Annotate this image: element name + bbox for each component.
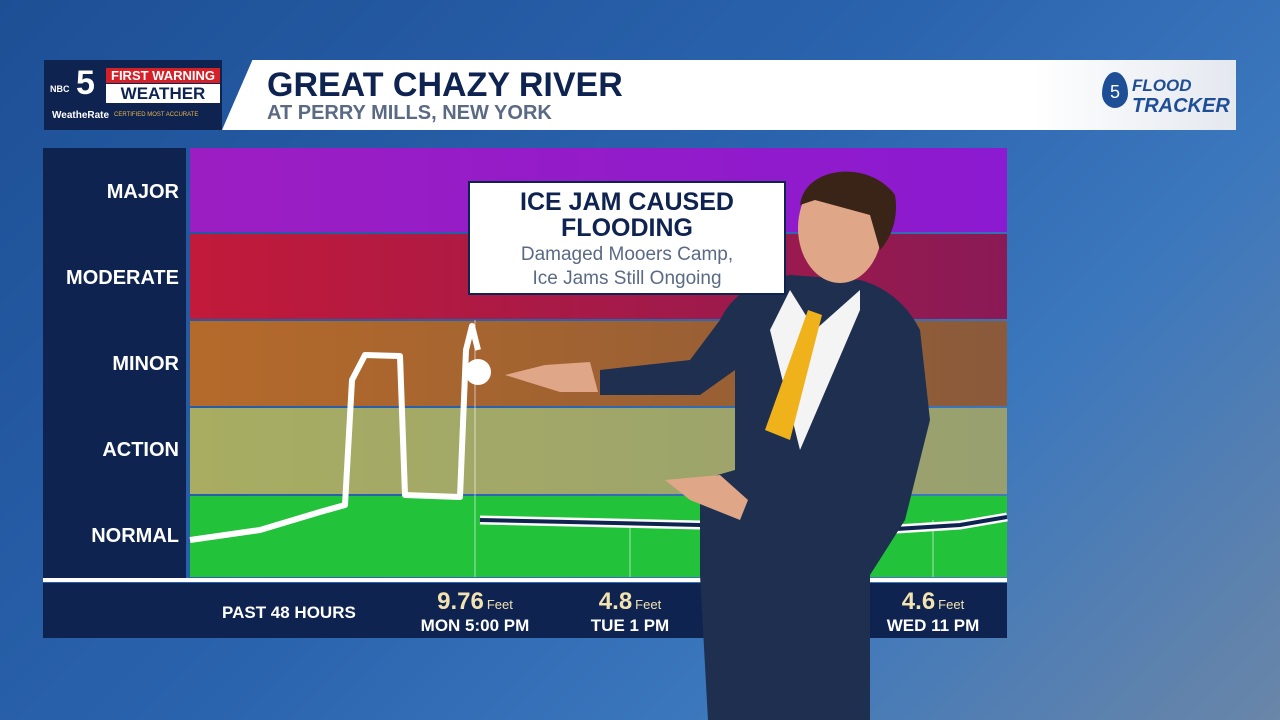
reading-unit: Feet bbox=[486, 597, 513, 612]
callout: ICE JAM CAUSED FLOODING Damaged Mooers C… bbox=[468, 181, 786, 295]
label-panel bbox=[43, 148, 186, 578]
callout-text-line: Damaged Mooers Camp, bbox=[520, 244, 734, 265]
reading-value: 4.6 bbox=[901, 588, 936, 615]
reading-unit: Feet bbox=[635, 597, 662, 612]
stage-label: MAJOR bbox=[106, 181, 179, 203]
reading-unit: Feet bbox=[938, 597, 965, 612]
reading: 9.76 Feet MON 5:00 PM bbox=[395, 588, 555, 636]
callout-title-line: ICE JAM CAUSED bbox=[520, 188, 734, 216]
stage-label: MINOR bbox=[112, 353, 179, 375]
brand: WEATHER bbox=[106, 84, 220, 103]
tracker-top: FLOOD bbox=[1132, 76, 1192, 95]
network: NBC bbox=[50, 84, 70, 94]
footer-label: PAST 48 HOURS bbox=[222, 603, 356, 622]
logo-box: NBC 5 FIRST WARNING WEATHER WeatheRate C… bbox=[44, 60, 222, 130]
reading-time: TUE 1 PM bbox=[590, 616, 670, 635]
current-dot bbox=[465, 359, 491, 385]
reading: 4.8 Feet TUE 1 PM bbox=[550, 588, 710, 636]
reading-value-row: 4.8 Feet bbox=[550, 588, 710, 616]
presenter-hand bbox=[505, 362, 598, 392]
channel: 5 bbox=[76, 64, 95, 102]
stage-label: ACTION bbox=[102, 439, 179, 461]
presenter-hand bbox=[665, 475, 748, 520]
observed-line bbox=[189, 323, 481, 543]
reading-time: WED 11 PM bbox=[886, 616, 980, 635]
sub-brand: WeatheRate bbox=[52, 110, 110, 121]
reading: 4.6 Feet WED 11 PM bbox=[853, 588, 1013, 636]
reading-value: 9.76 bbox=[437, 588, 484, 615]
reading-value: 4.8 bbox=[598, 588, 633, 615]
reading-time: MON 5:00 PM bbox=[420, 616, 530, 635]
tracker-badge: 5 bbox=[1102, 72, 1128, 108]
stage-label: MODERATE bbox=[66, 267, 179, 289]
presenter-suit bbox=[600, 275, 930, 720]
reading-value-row: 9.76 Feet bbox=[395, 588, 555, 616]
badge: FIRST WARNING bbox=[106, 68, 220, 83]
baseline bbox=[43, 578, 1007, 582]
title-band: GREAT CHAZY RIVER AT PERRY MILLS, NEW YO… bbox=[222, 60, 1236, 130]
callout-text-line: Ice Jams Still Ongoing bbox=[532, 268, 722, 289]
tagline: CERTIFIED MOST ACCURATE bbox=[114, 112, 199, 118]
title: GREAT CHAZY RIVER bbox=[267, 66, 623, 104]
reading-value-row: 4.6 Feet bbox=[853, 588, 1013, 616]
presenter-hair bbox=[800, 171, 897, 250]
tracker-bottom: TRACKER bbox=[1132, 95, 1230, 117]
stage-label: NORMAL bbox=[91, 525, 179, 547]
callout-title-line: FLOODING bbox=[561, 214, 693, 242]
subtitle: AT PERRY MILLS, NEW YORK bbox=[267, 102, 552, 124]
presenter-tie bbox=[765, 310, 822, 440]
